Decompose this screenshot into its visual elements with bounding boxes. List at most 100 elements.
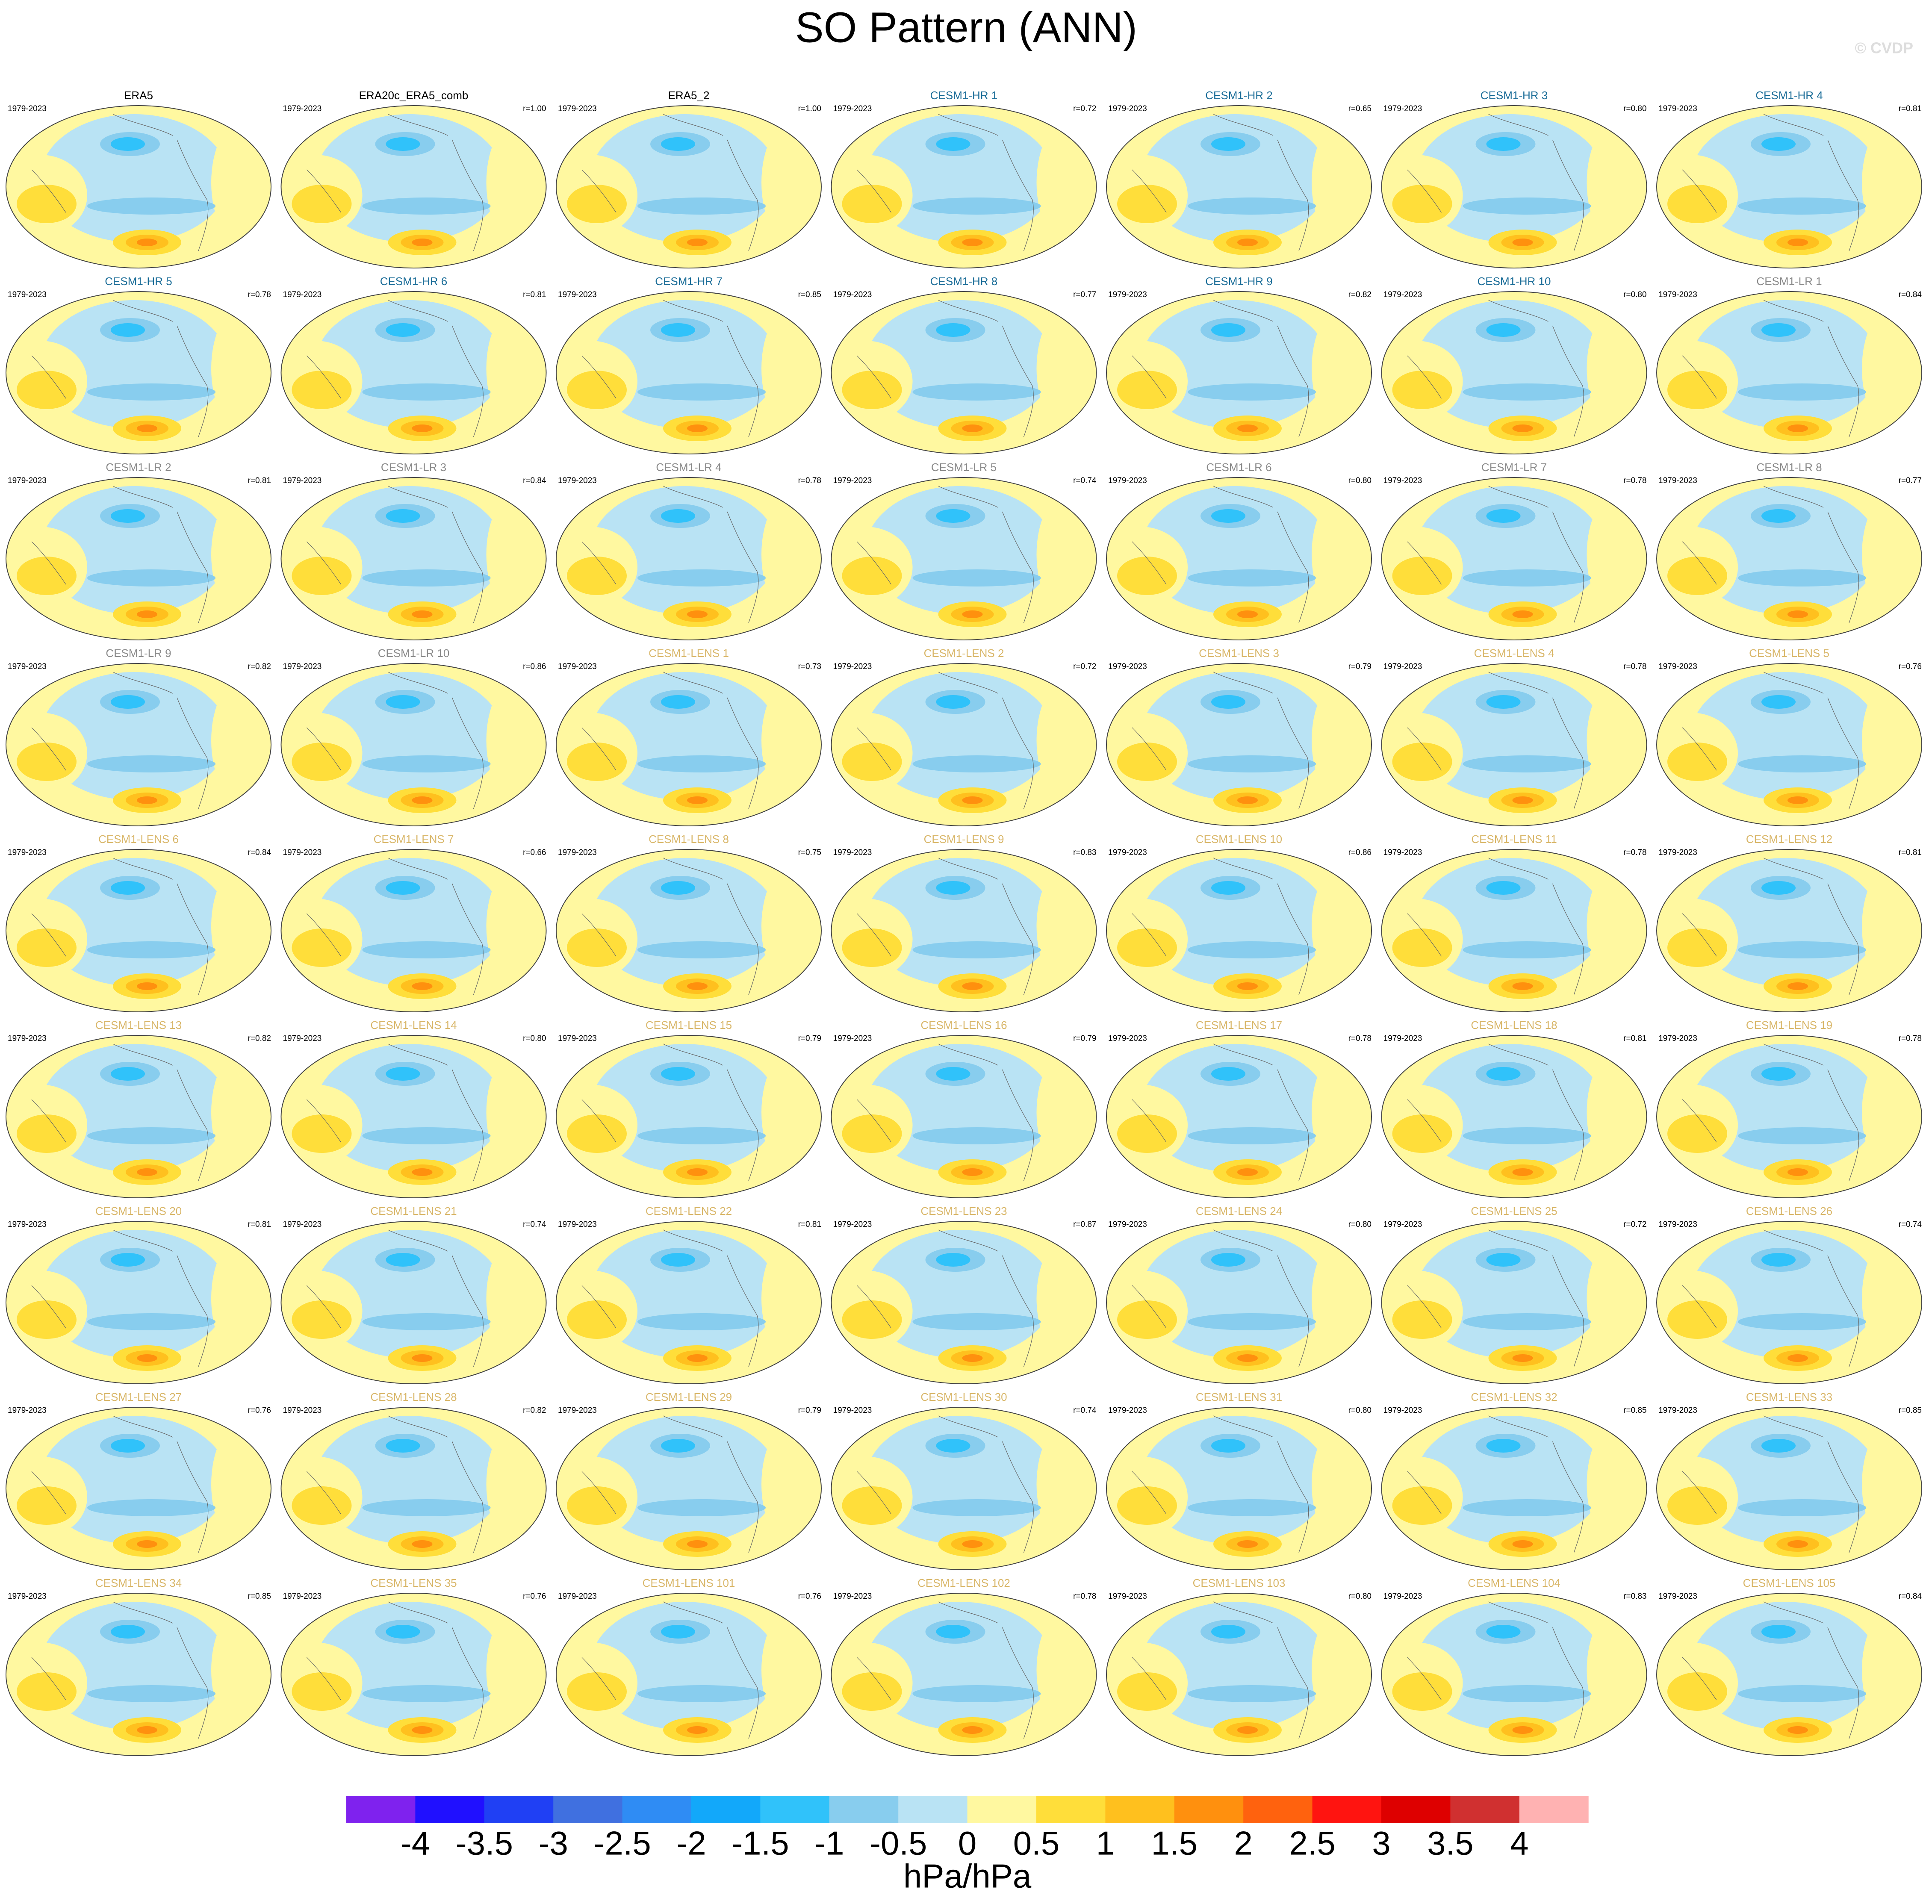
panel-r: r=0.76 <box>798 1592 821 1601</box>
panel-title: CESM1-LENS 8 <box>649 833 729 846</box>
panel-r: r=0.79 <box>1073 1034 1096 1043</box>
panel-title: CESM1-LENS 105 <box>1743 1577 1836 1589</box>
panel-title: CESM1-LENS 12 <box>1746 833 1832 846</box>
panel-title: CESM1-LENS 2 <box>924 647 1004 660</box>
panel-r: r=0.75 <box>798 848 821 857</box>
map-panel <box>268 1589 555 1761</box>
panel-r: r=1.00 <box>523 104 546 113</box>
colorbar-tick-label: -1.5 <box>732 1824 789 1862</box>
panel-r: r=0.77 <box>1073 290 1096 299</box>
map-panel <box>819 1403 1105 1575</box>
map-panel <box>543 287 830 460</box>
panel-title: CESM1-LENS 33 <box>1746 1391 1832 1403</box>
colorbar-tick-label: -4 <box>401 1824 430 1862</box>
colorbar-box <box>1381 1796 1451 1823</box>
panel-r: r=0.82 <box>1348 290 1372 299</box>
panel-title: CESM1-LENS 1 <box>649 647 729 660</box>
colorbar-box <box>1036 1796 1106 1823</box>
panel-period: 1979-2023 <box>1108 1592 1147 1601</box>
panel-title: CESM1-HR 2 <box>1205 89 1272 102</box>
panel-r: r=0.85 <box>248 1592 271 1601</box>
panel-r: r=0.79 <box>798 1034 821 1043</box>
panel-r: r=0.74 <box>1073 1406 1097 1415</box>
panel-r: r=0.79 <box>798 1406 821 1415</box>
map-panel <box>1094 1031 1380 1203</box>
panel-period: 1979-2023 <box>8 848 47 857</box>
map-panel <box>1644 1031 1930 1203</box>
panel-period: 1979-2023 <box>8 476 47 485</box>
panel-period: 1979-2023 <box>558 1220 597 1229</box>
colorbar-box <box>760 1796 830 1823</box>
panel-r: r=0.81 <box>1623 1034 1646 1043</box>
colorbar-tick-label: -0.5 <box>870 1824 927 1862</box>
map-panel <box>819 473 1105 645</box>
panel-period: 1979-2023 <box>8 1406 47 1415</box>
panel-period: 1979-2023 <box>1658 1034 1697 1043</box>
panel-r: r=0.78 <box>248 290 271 299</box>
colorbar-tick-label: 4 <box>1510 1824 1528 1862</box>
panel-period: 1979-2023 <box>1383 1406 1422 1415</box>
colorbar-tick-label: -2 <box>676 1824 706 1862</box>
panel-period: 1979-2023 <box>1108 290 1147 299</box>
panel-title: CESM1-LENS 20 <box>95 1205 182 1217</box>
map-panel <box>1369 101 1655 274</box>
map-panel <box>1644 659 1930 831</box>
panel-title: CESM1-LENS 104 <box>1468 1577 1560 1589</box>
panel-r: r=0.80 <box>1348 1220 1372 1229</box>
panel-period: 1979-2023 <box>1383 290 1422 299</box>
panel-period: 1979-2023 <box>1108 476 1147 485</box>
panel-title: CESM1-LENS 31 <box>1196 1391 1282 1403</box>
panel-r: r=0.76 <box>1899 662 1922 671</box>
panel-period: 1979-2023 <box>833 848 872 857</box>
panel-r: r=0.73 <box>798 662 821 671</box>
map-panel <box>268 1031 555 1203</box>
map-panel <box>819 101 1105 274</box>
panel-r: r=0.74 <box>523 1220 546 1229</box>
map-panel <box>819 1217 1105 1389</box>
map-panel <box>1094 845 1380 1017</box>
panel-period: 1979-2023 <box>8 662 47 671</box>
panel-r: r=0.81 <box>248 1220 271 1229</box>
panel-period: 1979-2023 <box>558 1406 597 1415</box>
panel-r: r=1.00 <box>798 104 821 113</box>
panel-title: CESM1-LENS 29 <box>646 1391 732 1403</box>
panel-period: 1979-2023 <box>558 104 597 113</box>
colorbar-tick-label: -1 <box>814 1824 844 1862</box>
panel-period: 1979-2023 <box>833 1406 872 1415</box>
panel-period: 1979-2023 <box>558 290 597 299</box>
panel-period: 1979-2023 <box>1658 1220 1697 1229</box>
panel-r: r=0.82 <box>248 662 271 671</box>
panel-period: 1979-2023 <box>833 104 872 113</box>
panel-title: CESM1-LENS 5 <box>1749 647 1829 660</box>
panel-title: CESM1-LENS 22 <box>646 1205 732 1217</box>
map-panel <box>1644 1589 1930 1761</box>
colorbar-tick-label: 3 <box>1372 1824 1390 1862</box>
panel-title: CESM1-LR 3 <box>381 461 446 474</box>
panel-title: CESM1-LENS 28 <box>370 1391 457 1403</box>
figure-title: SO Pattern (ANN) <box>795 3 1137 51</box>
colorbar-box <box>1312 1796 1382 1823</box>
colorbar-box <box>691 1796 761 1823</box>
map-panel <box>819 845 1105 1017</box>
panel-r: r=0.85 <box>1623 1406 1646 1415</box>
panel-r: r=0.81 <box>523 290 546 299</box>
panel-r: r=0.78 <box>1623 662 1646 671</box>
map-panel <box>1369 1589 1655 1761</box>
panel-title: CESM1-LENS 15 <box>646 1019 732 1032</box>
panel-title: ERA5_2 <box>668 89 710 102</box>
panel-period: 1979-2023 <box>1108 1406 1147 1415</box>
colorbar-tick-label: 2 <box>1234 1824 1253 1862</box>
map-panel <box>268 101 555 274</box>
colorbar-tick-label: -3 <box>539 1824 568 1862</box>
panel-title: CESM1-LENS 4 <box>1474 647 1554 660</box>
panel-title: CESM1-LENS 16 <box>920 1019 1007 1032</box>
panel-period: 1979-2023 <box>1383 848 1422 857</box>
panel-r: r=0.87 <box>1073 1220 1096 1229</box>
panel-r: r=0.86 <box>1348 848 1372 857</box>
panel-r: r=0.82 <box>523 1406 546 1415</box>
colorbar-box <box>1174 1796 1244 1823</box>
map-panel <box>1644 287 1930 460</box>
panel-r: r=0.74 <box>1073 476 1097 485</box>
